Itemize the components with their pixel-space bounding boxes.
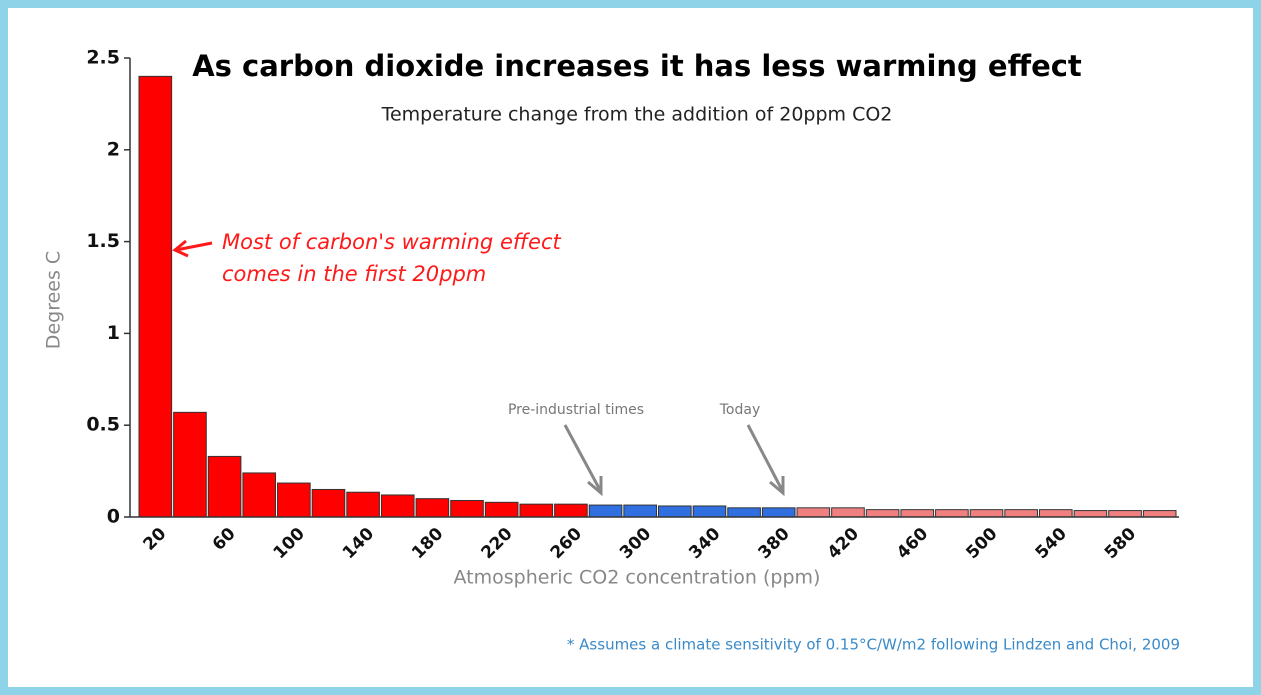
bar	[380, 494, 415, 518]
y-tick-label: 1	[107, 322, 120, 344]
bar	[1108, 510, 1142, 518]
bar	[1142, 510, 1177, 518]
bar	[658, 505, 692, 518]
bar	[588, 504, 623, 518]
y-tick-label: 2.5	[86, 47, 120, 69]
chart-title: As carbon dioxide increases it has less …	[192, 49, 1082, 83]
bar	[969, 509, 1004, 518]
bar	[242, 472, 277, 518]
y-tick-label: 2	[107, 138, 120, 160]
bar	[935, 509, 969, 518]
y-tick-label: 0	[107, 506, 120, 528]
bar	[277, 482, 311, 518]
bar	[900, 509, 935, 518]
y-axis-label: Degrees C	[43, 251, 65, 349]
bar	[1038, 509, 1073, 518]
bar	[173, 411, 207, 518]
chart-subtitle: Temperature change from the addition of …	[381, 104, 893, 126]
bar	[450, 499, 484, 518]
bar	[1004, 509, 1038, 518]
annotation: Pre-industrial times	[508, 402, 644, 418]
bar	[346, 491, 380, 518]
bar	[554, 503, 588, 518]
x-axis-label: Atmospheric CO2 concentration (ppm)	[454, 567, 821, 589]
bar	[796, 507, 831, 518]
bar	[519, 503, 554, 518]
annotation-arrow	[563, 424, 785, 497]
bar	[692, 505, 727, 518]
bar	[727, 507, 761, 518]
bar	[207, 455, 242, 518]
callout-line: comes in the first 20ppm	[222, 262, 486, 286]
bar	[484, 501, 519, 518]
bar	[865, 509, 900, 518]
y-tick-label: 1.5	[86, 230, 120, 252]
bar	[311, 488, 346, 518]
bar	[623, 504, 657, 518]
bar	[761, 507, 796, 518]
footnote: * Assumes a climate sensitivity of 0.15°…	[567, 636, 1180, 654]
bar	[1073, 510, 1108, 518]
bar	[138, 75, 173, 518]
y-tick-label: 0.5	[86, 414, 120, 436]
bar	[831, 507, 865, 518]
annotation: Today	[719, 402, 761, 418]
bar	[415, 498, 450, 518]
callout-arrow	[172, 239, 213, 258]
callout-line: Most of carbon's warming effect	[222, 230, 561, 254]
